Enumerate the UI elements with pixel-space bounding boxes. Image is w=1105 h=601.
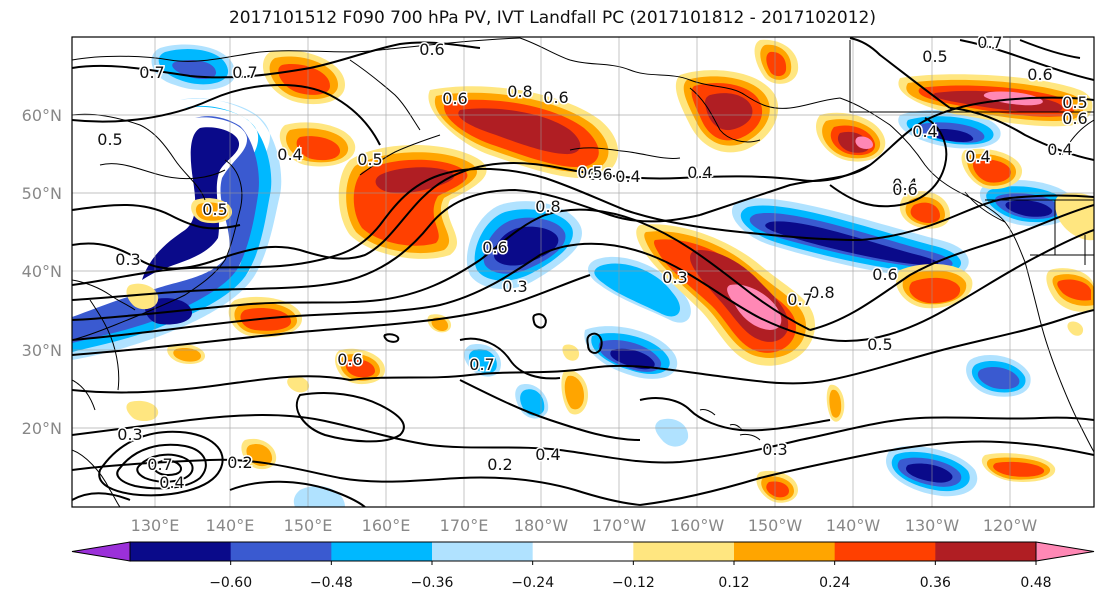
contour-label: 0.4 bbox=[277, 145, 302, 164]
contour-label: 0.6 bbox=[442, 89, 467, 108]
contour-label: 0.5 bbox=[1062, 93, 1087, 112]
contour-label: 0.4 bbox=[535, 445, 560, 464]
lon-tick-label: 130°W bbox=[905, 516, 960, 535]
colorbar-segment bbox=[734, 542, 836, 561]
contour-label: 0.6 bbox=[872, 265, 897, 284]
contour-label: 0.3 bbox=[662, 268, 687, 287]
contour-label: 0.7 bbox=[977, 33, 1002, 52]
lon-tick-label: 150°W bbox=[748, 516, 803, 535]
map-frame bbox=[71, 36, 1095, 508]
contour-label: 0.8 bbox=[507, 82, 532, 101]
contour-label: 0.6 bbox=[1062, 109, 1087, 128]
latitude-labels: 20°N 30°N 40°N 50°N 60°N bbox=[22, 106, 62, 438]
colorbar-tick-label: −0.48 bbox=[310, 575, 353, 591]
contour-label: 0.7 bbox=[147, 455, 172, 474]
lon-tick-label: 140°W bbox=[826, 516, 881, 535]
lon-tick-label: 170°W bbox=[592, 516, 647, 535]
contour-label: 0.6 bbox=[337, 350, 362, 369]
contour-label: 0.8 bbox=[809, 283, 834, 302]
lon-tick-label: 160°E bbox=[362, 516, 411, 535]
lon-tick-label: 130°E bbox=[131, 516, 180, 535]
colorbar-tick-label: 0.24 bbox=[819, 575, 850, 591]
colorbar-segment bbox=[935, 542, 1037, 561]
colorbar-segment bbox=[130, 542, 232, 561]
contour-label: 0.5 bbox=[577, 163, 602, 182]
contour-label: 0.8 bbox=[535, 197, 560, 216]
contour-label: 0.3 bbox=[117, 425, 142, 444]
colorbar-tick-label: −0.60 bbox=[209, 575, 252, 591]
colorbar-segment bbox=[331, 542, 433, 561]
contour-label: 0.5 bbox=[867, 335, 892, 354]
colorbar-tick-label: 0.36 bbox=[920, 575, 951, 591]
colorbar-tick-label: 0.12 bbox=[718, 575, 749, 591]
contour-label: 0.6 bbox=[587, 165, 612, 184]
pv-anomaly-shading bbox=[72, 39, 1094, 507]
lat-tick-label: 50°N bbox=[22, 184, 62, 203]
colorbar-segment bbox=[633, 542, 735, 561]
lat-tick-label: 40°N bbox=[22, 262, 62, 281]
contour-label: 0.6 bbox=[419, 40, 444, 59]
contour-label: 0.7 bbox=[469, 355, 494, 374]
map-title: 2017101512 F090 700 hPa PV, IVT Landfall… bbox=[228, 8, 876, 28]
colorbar-segment bbox=[834, 542, 936, 561]
contour-label: 0.4 bbox=[912, 122, 937, 141]
lon-tick-label: 180°W bbox=[514, 516, 569, 535]
lat-tick-label: 30°N bbox=[22, 341, 62, 360]
contour-label: 0.4 bbox=[892, 175, 917, 194]
colorbar-tick-label: −0.36 bbox=[411, 575, 454, 591]
contour-label: 0.6 bbox=[543, 88, 568, 107]
contour-label: 0.2 bbox=[227, 453, 252, 472]
contour-label: 0.4 bbox=[159, 473, 184, 492]
colorbar-segment bbox=[532, 542, 634, 561]
longitude-labels: 130°E 140°E 150°E 160°E 170°E 180°W 170°W 160°W… bbox=[131, 516, 1038, 535]
lon-tick-label: 120°W bbox=[983, 516, 1038, 535]
contour-label: 0.7 bbox=[232, 63, 257, 82]
colorbar-extend-high bbox=[1035, 541, 1095, 562]
contour-label: 0.6 bbox=[482, 238, 507, 257]
colorbar-segment bbox=[230, 542, 332, 561]
contour-label: 0.4 bbox=[1047, 140, 1072, 159]
contour-label: 0.7 bbox=[787, 290, 812, 309]
lat-tick-label: 20°N bbox=[22, 419, 62, 438]
colorbar-outline bbox=[129, 541, 1037, 562]
contour-label: 0.6 bbox=[1027, 65, 1052, 84]
contour-label: 0.2 bbox=[487, 455, 512, 474]
colorbar-segment bbox=[432, 542, 534, 561]
contour-label: 0.4 bbox=[965, 147, 990, 166]
contour-label: 0.4 bbox=[687, 163, 712, 182]
lon-tick-label: 160°W bbox=[670, 516, 725, 535]
pv-contours bbox=[72, 37, 1094, 507]
contour-label: 0.4 bbox=[615, 167, 640, 186]
colorbar-tick-label: −0.12 bbox=[612, 575, 655, 591]
colorbar-tick-label: 0.48 bbox=[1020, 575, 1051, 591]
contour-label: 0.5 bbox=[922, 47, 947, 66]
colorbar-extend-low bbox=[71, 541, 131, 562]
lon-tick-label: 170°E bbox=[440, 516, 489, 535]
contour-labels: 0.6 0.50.60.70.70.50.4 0.50.6 0.8 0.60.60.5 0… bbox=[96, 32, 1089, 494]
colorbar-tick-label: −0.24 bbox=[511, 575, 554, 591]
contour-label: 0.5 bbox=[97, 130, 122, 149]
contour-label: 0.5 bbox=[202, 200, 227, 219]
contour-label: 0.5 bbox=[357, 150, 382, 169]
contour-label: 0.3 bbox=[502, 277, 527, 296]
lat-tick-label: 60°N bbox=[22, 106, 62, 125]
lon-tick-label: 140°E bbox=[206, 516, 255, 535]
contour-label: 0.3 bbox=[115, 250, 140, 269]
colorbar: −0.60 −0.48 −0.36 −0.24 −0.12 0.12 0.24 0.36 0.4… bbox=[71, 541, 1095, 591]
contour-label: 0.6 bbox=[892, 180, 917, 199]
contour-label: 0.7 bbox=[139, 63, 164, 82]
lon-tick-label: 150°E bbox=[284, 516, 333, 535]
contour-label: 0.3 bbox=[762, 440, 787, 459]
